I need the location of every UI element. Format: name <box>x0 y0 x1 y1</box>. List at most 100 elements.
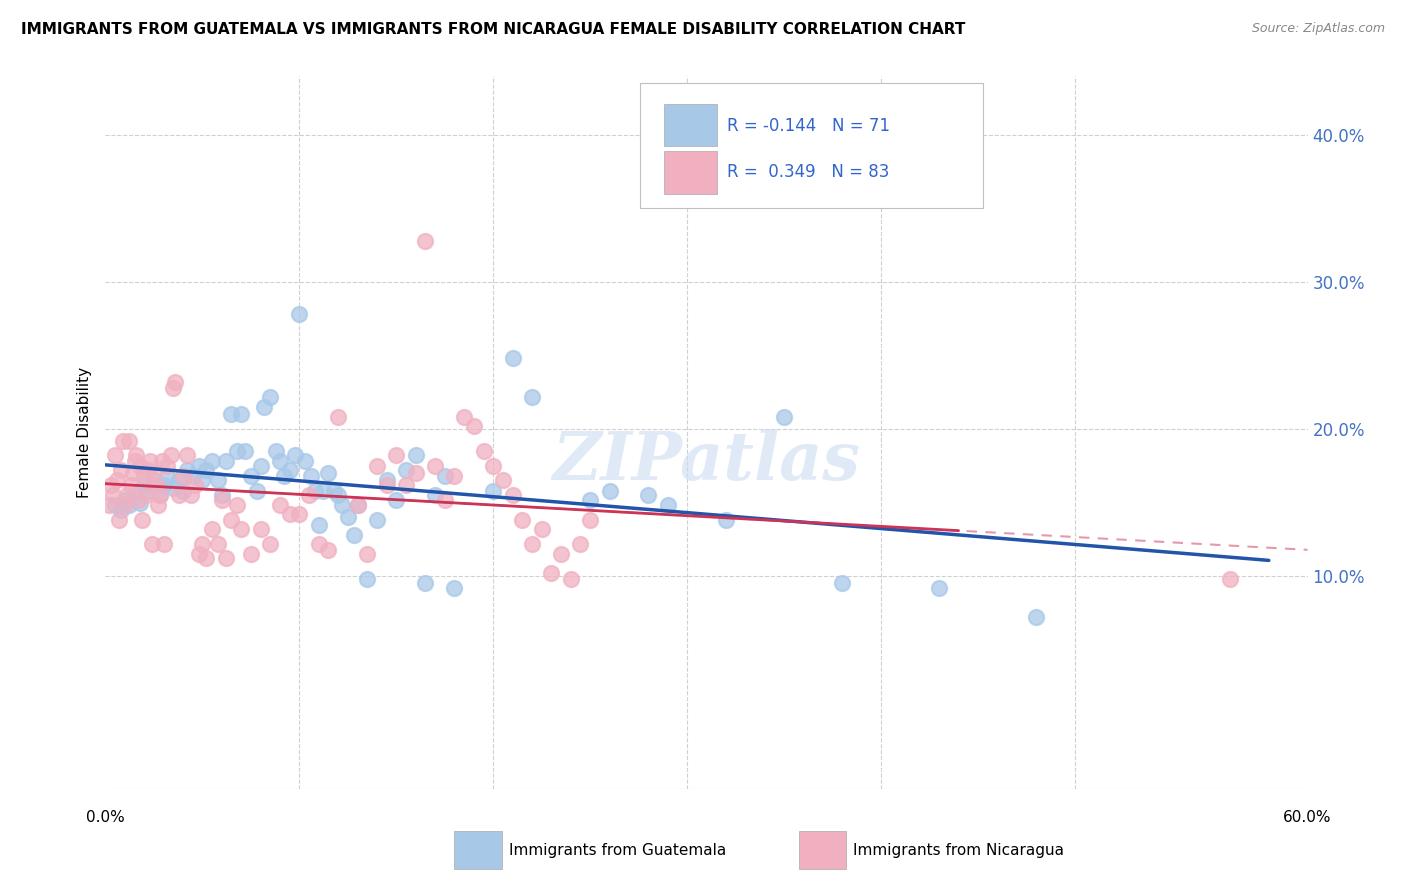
FancyBboxPatch shape <box>665 104 717 146</box>
Point <box>201 454 224 468</box>
FancyBboxPatch shape <box>640 83 983 208</box>
Point <box>375 478 398 492</box>
Point <box>142 466 165 480</box>
Point <box>146 499 169 513</box>
Point <box>288 508 311 522</box>
Point <box>264 444 287 458</box>
Point <box>318 542 340 557</box>
Point <box>180 488 202 502</box>
Point <box>127 492 149 507</box>
Point <box>502 351 524 366</box>
Point <box>162 381 184 395</box>
Point <box>773 410 796 425</box>
Point <box>104 449 127 463</box>
Point <box>233 444 256 458</box>
Point <box>231 407 253 421</box>
Point <box>249 522 271 536</box>
Point <box>433 469 456 483</box>
Point <box>181 469 204 483</box>
Point <box>284 449 307 463</box>
Point <box>366 458 388 473</box>
Point <box>110 463 132 477</box>
Point <box>366 513 388 527</box>
Point <box>201 522 224 536</box>
Point <box>356 547 378 561</box>
Point <box>249 458 271 473</box>
Point <box>239 469 262 483</box>
Point <box>239 547 262 561</box>
Point <box>299 469 322 483</box>
Point <box>134 469 156 483</box>
Point <box>1219 572 1241 586</box>
Point <box>226 499 249 513</box>
Point <box>530 522 553 536</box>
Point <box>395 478 418 492</box>
Point <box>311 483 333 498</box>
Point <box>405 449 427 463</box>
Point <box>443 469 465 483</box>
Point <box>176 463 198 477</box>
Point <box>152 537 174 551</box>
Point <box>273 469 295 483</box>
Point <box>482 483 505 498</box>
Point <box>657 499 679 513</box>
Point <box>278 508 301 522</box>
Point <box>129 458 152 473</box>
Point <box>160 449 183 463</box>
Text: Immigrants from Nicaragua: Immigrants from Nicaragua <box>853 843 1064 857</box>
Point <box>149 488 172 502</box>
Point <box>343 528 366 542</box>
Point <box>195 463 218 477</box>
Point <box>308 517 330 532</box>
Point <box>195 551 218 566</box>
Point <box>318 466 340 480</box>
Point <box>599 483 621 498</box>
Point <box>336 510 359 524</box>
Point <box>207 474 229 488</box>
Point <box>136 463 159 477</box>
Point <box>385 492 408 507</box>
Point <box>463 419 485 434</box>
Point <box>104 499 127 513</box>
Text: Source: ZipAtlas.com: Source: ZipAtlas.com <box>1251 22 1385 36</box>
Point <box>162 481 184 495</box>
Point <box>145 478 167 492</box>
Point <box>356 572 378 586</box>
Point <box>395 463 418 477</box>
Point <box>560 572 582 586</box>
Point <box>98 499 121 513</box>
Point <box>131 513 153 527</box>
Point <box>579 513 602 527</box>
Point <box>142 474 165 488</box>
Point <box>330 499 353 513</box>
Point <box>326 488 349 502</box>
Point <box>326 410 349 425</box>
Point <box>308 537 330 551</box>
Point <box>405 466 427 480</box>
Point <box>139 454 162 468</box>
Point <box>187 547 209 561</box>
Point <box>415 234 437 248</box>
Point <box>288 307 311 321</box>
Point <box>579 492 602 507</box>
Point <box>125 449 148 463</box>
Point <box>928 581 950 595</box>
Point <box>114 499 136 513</box>
Point <box>540 566 562 581</box>
Point <box>129 495 152 509</box>
Point <box>152 478 174 492</box>
Point <box>134 478 156 492</box>
Point <box>346 499 368 513</box>
Point <box>269 499 291 513</box>
Point <box>105 474 128 488</box>
Point <box>510 513 533 527</box>
Point <box>346 499 368 513</box>
Point <box>115 488 138 502</box>
Point <box>1025 610 1047 624</box>
Point <box>231 522 253 536</box>
Point <box>214 454 236 468</box>
Y-axis label: Female Disability: Female Disability <box>77 367 93 499</box>
Point <box>246 483 269 498</box>
Point <box>120 478 142 492</box>
Point <box>278 463 301 477</box>
